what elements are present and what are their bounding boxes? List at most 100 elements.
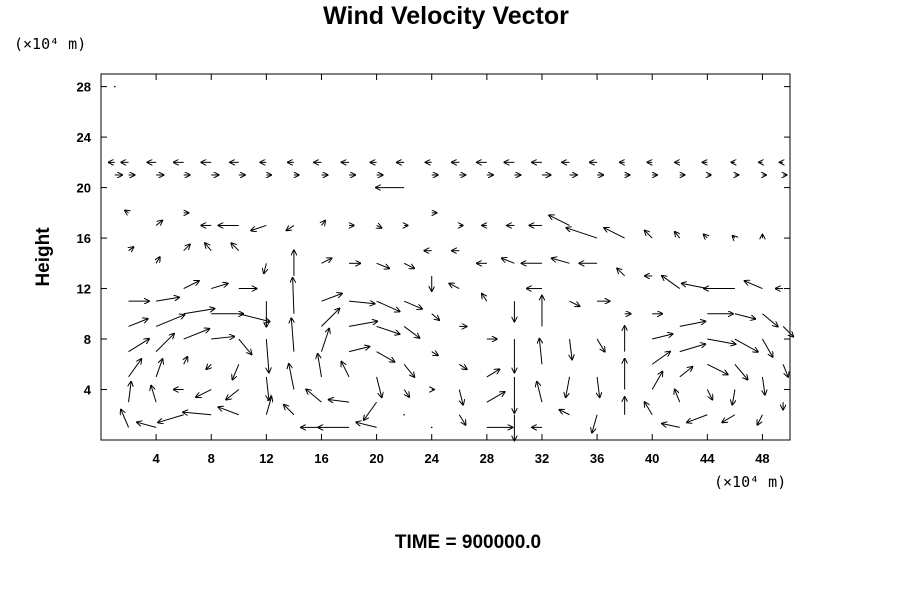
wind-vector-arrow [679, 321, 706, 327]
wind-vector-arrow [284, 404, 295, 416]
vector-dot [113, 85, 116, 88]
wind-vector-arrow [566, 228, 598, 239]
wind-vector-arrow [348, 301, 375, 304]
wind-vector-arrow [321, 220, 325, 225]
wind-vector-arrow [662, 276, 681, 289]
wind-vector-arrow [183, 329, 210, 340]
wind-vector-arrow [482, 293, 488, 302]
wind-vector-arrow [734, 313, 756, 319]
x-tick-label: 40 [645, 451, 659, 466]
wind-vector-arrow [707, 363, 728, 374]
wind-vector-arrow [549, 215, 570, 226]
wind-vector-arrow [321, 328, 329, 352]
wind-vector-arrow [128, 359, 142, 378]
wind-vector-arrow [293, 277, 294, 314]
wind-vector-arrow [679, 344, 706, 353]
vector-dot [430, 426, 433, 429]
x-tick-label: 8 [208, 451, 215, 466]
wind-vector-arrow [155, 220, 163, 225]
wind-vector-arrow [321, 308, 339, 327]
x-tick-label: 44 [700, 451, 715, 466]
wind-vector-arrow [328, 400, 350, 403]
wind-vector-arrow [266, 376, 269, 400]
wind-vector-arrow [537, 381, 543, 403]
wind-vector-arrow [722, 414, 736, 423]
wind-vector-arrow [376, 262, 390, 268]
wind-vector-arrow [376, 376, 382, 398]
x-unit-label: (×10⁴ m) [714, 473, 786, 491]
chart-title: Wind Velocity Vector [323, 2, 569, 30]
wind-vector-arrow [156, 297, 179, 302]
wind-vector-arrow [129, 381, 132, 403]
wind-vector-arrow [266, 338, 269, 373]
wind-vector-arrow [597, 376, 600, 398]
wind-vector-arrow [403, 389, 409, 398]
wind-vector-arrow [604, 228, 625, 239]
y-tick-label: 12 [77, 282, 91, 297]
wind-vector-arrow [458, 389, 463, 406]
wind-vector-arrow [569, 300, 580, 306]
y-tick-label: 4 [84, 383, 92, 398]
wind-vector-arrow [377, 225, 382, 228]
wind-vector-arrow [403, 326, 420, 338]
wind-vector-arrow [570, 338, 573, 360]
wind-vector-arrow [644, 402, 653, 416]
y-tick-label: 8 [84, 332, 91, 347]
wind-vector-arrow [782, 364, 788, 377]
wind-vector-arrow [155, 333, 174, 353]
wind-vector-arrow [156, 257, 160, 264]
wind-vector-arrow [128, 319, 149, 327]
wind-vector-arrow [592, 414, 598, 433]
x-tick-label: 16 [314, 451, 328, 466]
vector-dot [403, 413, 405, 416]
x-tick-label: 4 [153, 451, 161, 466]
wind-vector-arrow [128, 339, 150, 353]
wind-vector-arrow [155, 315, 185, 327]
x-tick-label: 28 [480, 451, 494, 466]
wind-vector-arrow [376, 325, 400, 334]
wind-vector-arrow [196, 389, 212, 398]
wind-vector-arrow [137, 422, 157, 428]
wind-vector-arrow [205, 243, 212, 252]
wind-vector-arrow [232, 364, 240, 380]
wind-vector-arrow [449, 283, 460, 289]
wind-vector-arrow [376, 351, 395, 362]
wind-vector-arrow [762, 313, 778, 327]
x-tick-label: 48 [755, 451, 769, 466]
wind-vector-arrow [211, 336, 234, 339]
wind-vector-arrow [539, 338, 542, 365]
wind-vector-arrow [707, 338, 736, 344]
wind-vector-arrow [732, 235, 735, 238]
x-axis: 4 8 12 16 20 24 28 32 36 40 44 48 [153, 74, 770, 466]
wind-vector-arrow [644, 230, 653, 239]
wind-vector-arrow [501, 258, 515, 264]
plot-frame [100, 73, 791, 441]
wind-vector-arrow [151, 385, 157, 403]
wind-vector-arrow [734, 338, 758, 352]
wind-vector-arrow [617, 268, 625, 277]
wind-vector-arrow [762, 338, 772, 357]
wind-vector-arrow [226, 389, 240, 400]
x-tick-label: 20 [369, 451, 383, 466]
y-tick-label: 16 [77, 231, 91, 246]
wind-vector-arrow [183, 309, 215, 315]
time-label: TIME = 900000.0 [395, 532, 541, 553]
wind-vector-arrow [651, 371, 662, 390]
wind-vector-arrow [121, 409, 130, 428]
y-unit-label: (×10⁴ m) [14, 35, 86, 53]
wind-vector-arrow [321, 293, 342, 302]
wind-vector-arrow [703, 234, 707, 238]
wind-vector-arrow [265, 397, 271, 415]
wind-vector-arrow [251, 224, 267, 230]
x-tick-label: 24 [424, 451, 439, 466]
y-tick-label: 20 [77, 181, 91, 196]
wind-vector-arrow [551, 258, 570, 264]
x-tick-label: 36 [590, 451, 604, 466]
wind-vector-arrow [559, 410, 570, 416]
wind-vector-arrow [183, 244, 191, 252]
wind-vector-arrow [218, 407, 239, 416]
wind-vector-arrow [364, 401, 378, 420]
wind-vector-arrow [486, 392, 505, 403]
y-tick-label: 24 [77, 130, 92, 145]
wind-vector-arrow [734, 363, 748, 380]
